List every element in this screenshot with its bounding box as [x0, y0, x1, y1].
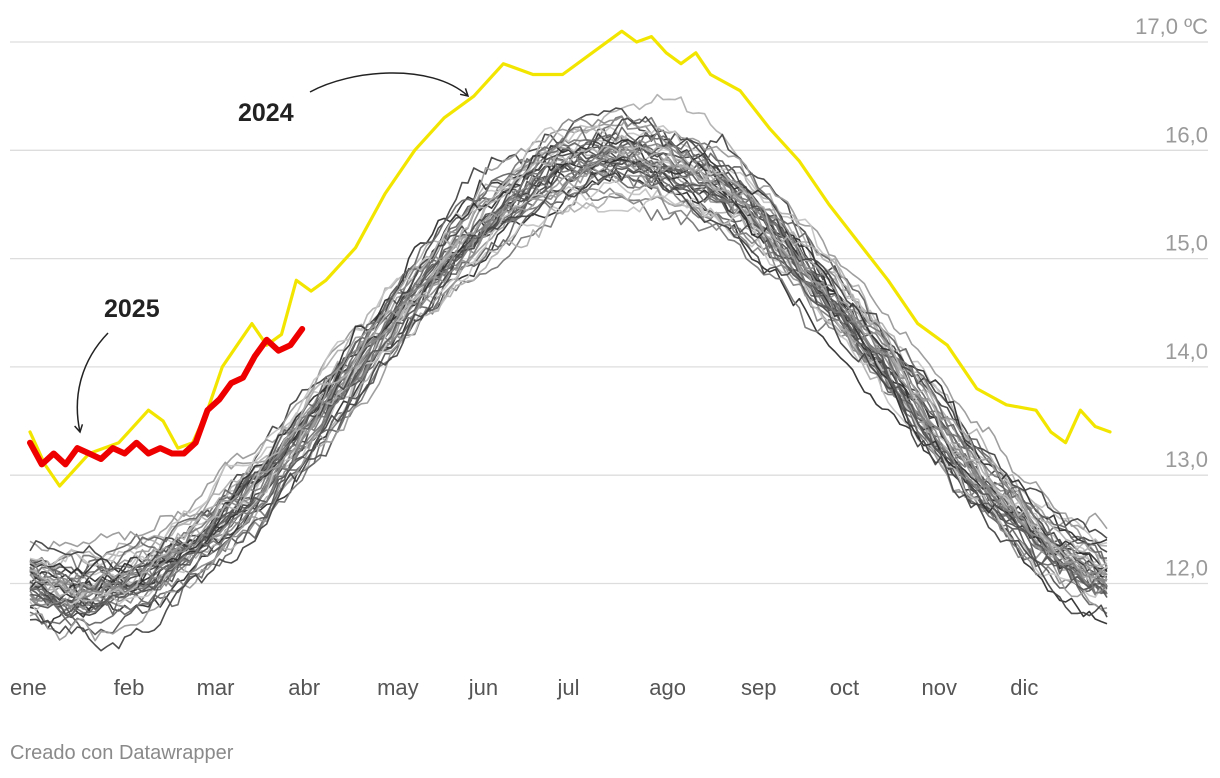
annotation-2025: 2025	[104, 295, 160, 323]
x-tick-label: mar	[197, 675, 235, 700]
historical-year-line	[29, 115, 1108, 576]
historical-lines	[29, 93, 1108, 652]
historical-year-line	[29, 154, 1108, 615]
y-tick-label: 12,0	[1165, 556, 1208, 581]
x-tick-label: jul	[557, 675, 580, 700]
series-line-2025	[27, 326, 306, 468]
x-tick-label: nov	[922, 675, 957, 700]
y-tick-label: 16,0	[1165, 122, 1208, 147]
historical-year-line	[29, 131, 1108, 594]
x-tick-label: oct	[830, 675, 859, 700]
historical-year-line	[29, 145, 1108, 592]
x-axis: ene feb mar abr may jun jul ago sep oct nov dic	[10, 675, 1038, 700]
historical-year-line	[29, 126, 1108, 583]
historical-year-line	[29, 124, 1108, 583]
highlight-lines	[27, 29, 1112, 488]
x-tick-label: sep	[741, 675, 776, 700]
historical-year-line	[29, 116, 1108, 574]
x-tick-label: ago	[649, 675, 686, 700]
historical-year-line	[29, 161, 1108, 595]
annotation-arrow-2025	[74, 332, 109, 434]
historical-year-line	[29, 149, 1108, 595]
y-tick-label: 17,0 ºC	[1135, 14, 1208, 39]
historical-year-line	[29, 143, 1108, 607]
x-tick-label: ene	[10, 675, 47, 700]
annotation-2024: 2024	[238, 99, 294, 127]
annotations: 2025 2024	[74, 72, 470, 434]
historical-year-line	[29, 145, 1108, 602]
x-tick-label: may	[377, 675, 419, 700]
y-tick-label: 14,0	[1165, 339, 1208, 364]
y-axis: 17,0 ºC 16,0 15,0 14,0 13,0 12,0	[1135, 14, 1208, 581]
x-tick-label: feb	[114, 675, 145, 700]
annotation-arrow-2024	[309, 72, 470, 98]
historical-year-line	[29, 132, 1108, 583]
y-tick-label: 15,0	[1165, 231, 1208, 256]
historical-year-line	[29, 137, 1108, 570]
historical-year-line	[29, 168, 1108, 630]
historical-year-line	[29, 182, 1108, 602]
historical-year-line	[29, 159, 1108, 608]
y-tick-label: 13,0	[1165, 447, 1208, 472]
x-tick-label: abr	[288, 675, 320, 700]
historical-year-line	[29, 115, 1108, 613]
grid-lines	[10, 41, 1208, 585]
x-tick-label: dic	[1010, 675, 1038, 700]
credit-text: Creado con Datawrapper	[10, 742, 234, 764]
x-tick-label: jun	[468, 675, 498, 700]
historical-year-line	[29, 169, 1108, 652]
